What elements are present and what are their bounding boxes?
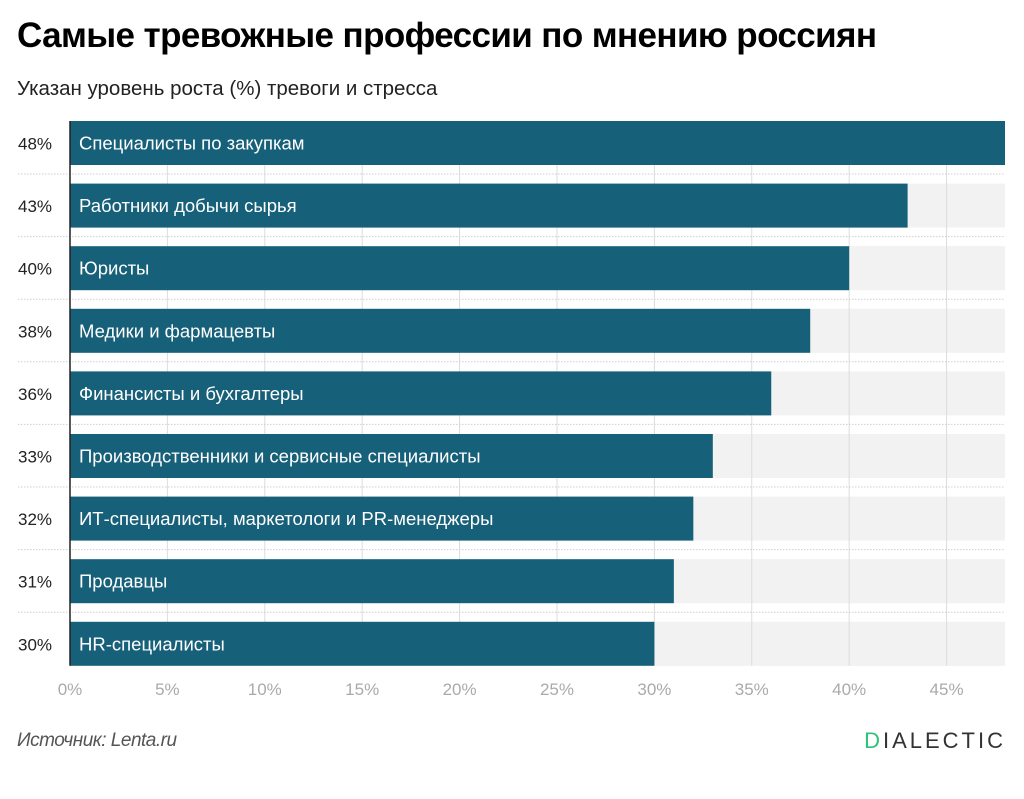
bar-category-label: Работники добычи сырья (79, 195, 297, 216)
bar (70, 621, 655, 666)
x-tick-label: 40% (832, 680, 866, 699)
bar-category-label: ИТ-специалисты, маркетологи и PR-менедже… (79, 508, 493, 529)
bar (70, 559, 674, 604)
bar-category-label: Медики и фармацевты (79, 320, 275, 341)
bar (70, 308, 811, 353)
bar (70, 121, 1005, 165)
bar-value-label: 30% (18, 635, 52, 654)
x-tick-label: 25% (540, 680, 574, 699)
x-tick-label: 45% (930, 680, 964, 699)
x-tick-label: 0% (58, 680, 83, 699)
x-tick-label: 30% (637, 680, 671, 699)
bar-category-label: HR-специалисты (79, 633, 225, 654)
bar (70, 183, 908, 228)
bar-category-label: Юристы (79, 258, 149, 279)
x-tick-label: 35% (735, 680, 769, 699)
bar-value-label: 40% (18, 260, 52, 279)
source-note: Источник: Lenta.ru (17, 730, 177, 751)
bar (70, 496, 694, 541)
logo-accent-letter: D (864, 728, 883, 753)
bar-value-label: 38% (18, 322, 52, 341)
x-tick-label: 10% (248, 680, 282, 699)
bar-category-label: Специалисты по закупкам (79, 133, 304, 154)
bar-chart: Специалисты по закупкам 48% Работники добы… (18, 121, 1005, 699)
bar-value-label: 33% (18, 448, 52, 467)
bar-value-label: 43% (18, 197, 52, 216)
bar-category-label: Финансисты и бухгалтеры (79, 383, 304, 404)
logo-rest: IALECTIC (882, 728, 1006, 753)
bar-value-label: 48% (18, 135, 52, 154)
x-tick-label: 20% (443, 680, 477, 699)
bar (70, 246, 850, 291)
bar-value-label: 36% (18, 385, 52, 404)
bar-category-label: Продавцы (79, 571, 167, 592)
x-tick-label: 5% (155, 680, 180, 699)
chart-title: Самые тревожные профессии по мнению росс… (17, 16, 877, 55)
chart-subtitle: Указан уровень роста (%) тревоги и стрес… (17, 77, 438, 100)
x-tick-label: 15% (345, 680, 379, 699)
bar-category-label: Производственники и сервисные специалист… (79, 446, 481, 467)
bar (70, 434, 713, 478)
bar-value-label: 31% (18, 573, 52, 592)
bar-value-label: 32% (18, 510, 52, 529)
dialectic-logo: DIALECTIC (864, 728, 1006, 754)
bar (70, 371, 772, 416)
